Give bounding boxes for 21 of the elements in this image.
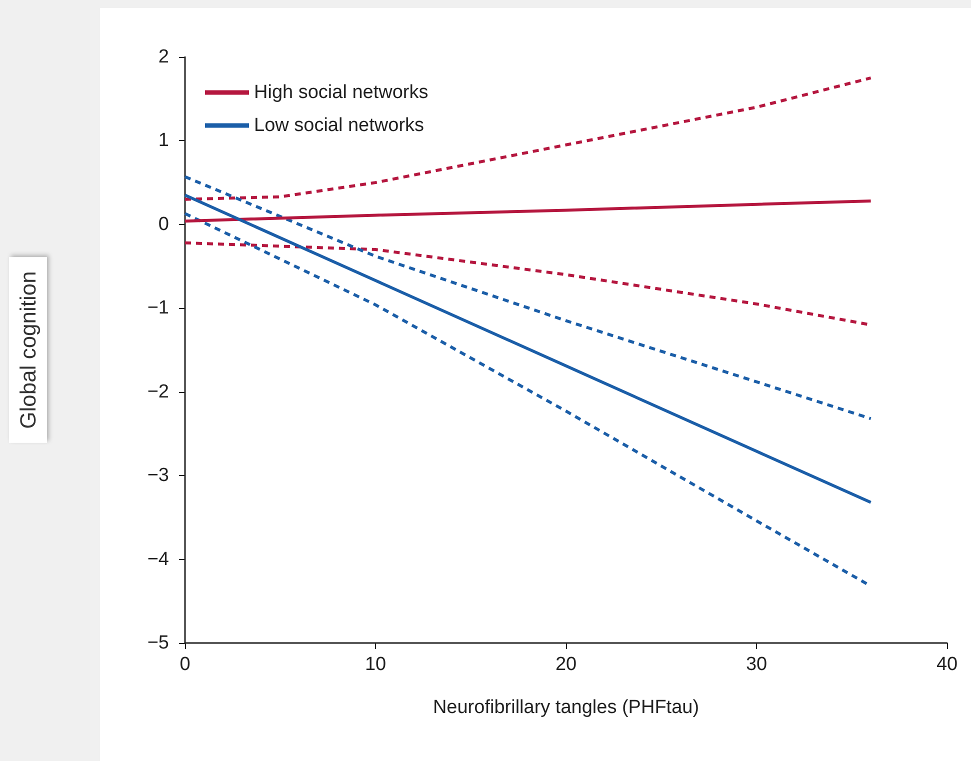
x-tick-label: 20 bbox=[555, 654, 577, 675]
line-series bbox=[184, 199, 872, 223]
x-tick-label: 0 bbox=[180, 654, 190, 675]
line-series bbox=[184, 175, 872, 420]
x-tick-label: 30 bbox=[746, 654, 768, 675]
y-tick-label: −4 bbox=[147, 548, 170, 570]
y-tick-label: 0 bbox=[158, 214, 169, 235]
x-axis-title: Neurofibrillary tangles (PHFtau) bbox=[432, 697, 700, 718]
y-tick-label: −5 bbox=[147, 632, 169, 654]
y-tick-label: −1 bbox=[147, 298, 169, 319]
y-tick-label: 1 bbox=[158, 130, 169, 152]
legend-label: High social networks bbox=[254, 82, 428, 103]
x-tick-label: 40 bbox=[936, 654, 958, 675]
line-series bbox=[184, 194, 872, 504]
y-tick-label: 2 bbox=[158, 46, 169, 68]
legend-label: Low social networks bbox=[254, 115, 424, 136]
line-series bbox=[184, 76, 872, 201]
y-tick-label: −2 bbox=[147, 381, 169, 402]
y-axis-title: Global cognition bbox=[16, 271, 40, 429]
y-tick-label: −3 bbox=[147, 465, 169, 486]
x-tick-label: 10 bbox=[364, 654, 386, 675]
